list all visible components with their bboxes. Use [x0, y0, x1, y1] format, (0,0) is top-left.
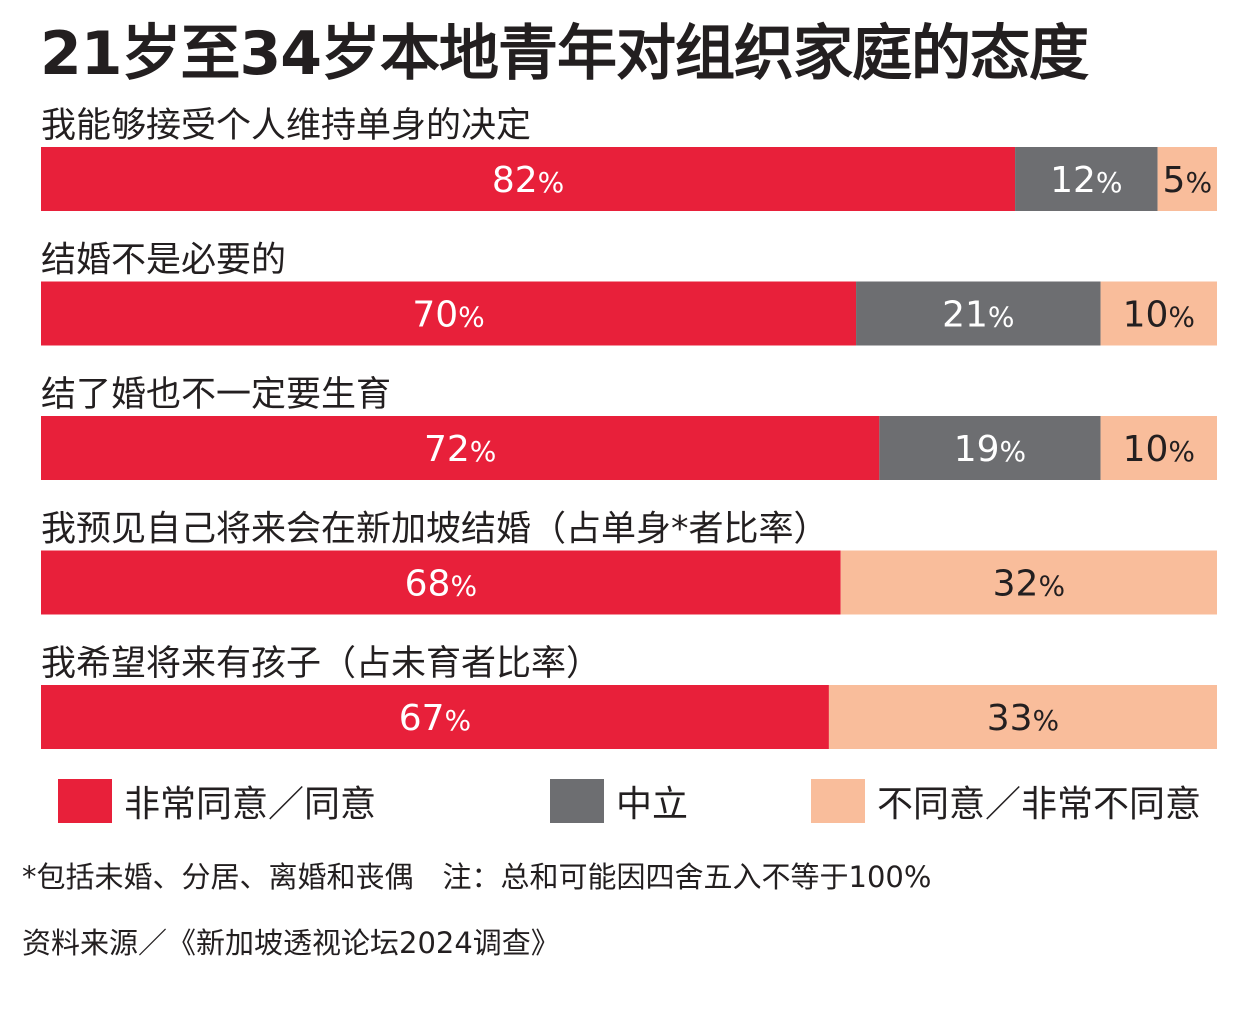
- data-label-agree-4: 68%: [405, 564, 477, 605]
- bar-row-3: 结了婚也不一定要生育 72% 19% 10%: [41, 375, 1217, 480]
- data-label-disagree-3: 10%: [1123, 429, 1195, 470]
- data-label-neutral-2: 21%: [942, 295, 1014, 336]
- bar-segment-disagree-5: [828, 685, 1217, 749]
- data-label-neutral-1: 12%: [1050, 160, 1122, 201]
- bar-row-2: 结婚不是必要的 70% 21% 10%: [41, 241, 1217, 346]
- legend-item-disagree: 不同意／非常不同意: [811, 778, 1202, 825]
- data-label-disagree-5: 33%: [987, 698, 1059, 739]
- category-label-1: 我能够接受个人维持单身的决定: [41, 106, 531, 146]
- footnote: *包括未婚、分居、离婚和丧偶 注：总和可能因四舍五入不等于100%: [22, 860, 932, 894]
- bar-segment-neutral-1: [1015, 147, 1158, 211]
- category-label-4: 我预见自己将来会在新加坡结婚（占单身*者比率）: [41, 510, 829, 550]
- bar-segment-disagree-1: [1157, 147, 1217, 211]
- bar-segment-agree-5: [41, 685, 829, 749]
- bar-segment-agree-3: [41, 416, 880, 480]
- bar-segment-disagree-4: [840, 550, 1217, 615]
- bar-segment-disagree-2: [1100, 281, 1217, 346]
- data-label-neutral-3: 19%: [954, 429, 1026, 470]
- bar-segment-agree-4: [41, 550, 841, 615]
- data-label-agree-3: 72%: [424, 429, 496, 470]
- bar-segment-agree-2: [41, 281, 857, 346]
- bar-row-4: 我预见自己将来会在新加坡结婚（占单身*者比率） 68% 32%: [41, 510, 1217, 615]
- data-label-disagree-2: 10%: [1123, 295, 1195, 336]
- bar-segment-neutral-3: [879, 416, 1101, 480]
- legend-label-neutral: 中立: [616, 784, 689, 825]
- data-label-agree-1: 82%: [492, 160, 564, 201]
- data-label-disagree-1: 5%: [1163, 160, 1213, 201]
- bar-segment-disagree-3: [1100, 416, 1217, 480]
- legend-item-neutral: 中立: [550, 778, 689, 825]
- bar-row-5: 我希望将来有孩子（占未育者比率） 67% 33%: [41, 644, 1217, 749]
- bar-segment-neutral-2: [856, 281, 1101, 346]
- category-label-2: 结婚不是必要的: [41, 241, 286, 281]
- legend-swatch-agree: [58, 779, 112, 823]
- source-note: 资料来源／《新加坡透视论坛2024调查》: [22, 926, 560, 960]
- category-label-5: 我希望将来有孩子（占未育者比率）: [41, 644, 601, 684]
- bar-row-1: 我能够接受个人维持单身的决定 82% 12% 5%: [41, 106, 1217, 211]
- data-label-agree-2: 70%: [412, 295, 484, 336]
- legend-swatch-disagree: [811, 779, 865, 823]
- bar-segment-agree-1: [41, 147, 1016, 211]
- data-label-agree-5: 67%: [399, 698, 471, 739]
- legend-item-agree: 非常同意／同意: [58, 778, 377, 825]
- legend-label-disagree: 不同意／非常不同意: [877, 784, 1202, 825]
- chart-title: 21岁至34岁本地青年对组织家庭的态度: [40, 19, 1089, 89]
- data-label-disagree-4: 32%: [993, 564, 1065, 605]
- legend-swatch-neutral: [550, 779, 604, 823]
- category-label-3: 结了婚也不一定要生育: [41, 375, 391, 415]
- legend-label-agree: 非常同意／同意: [124, 784, 377, 825]
